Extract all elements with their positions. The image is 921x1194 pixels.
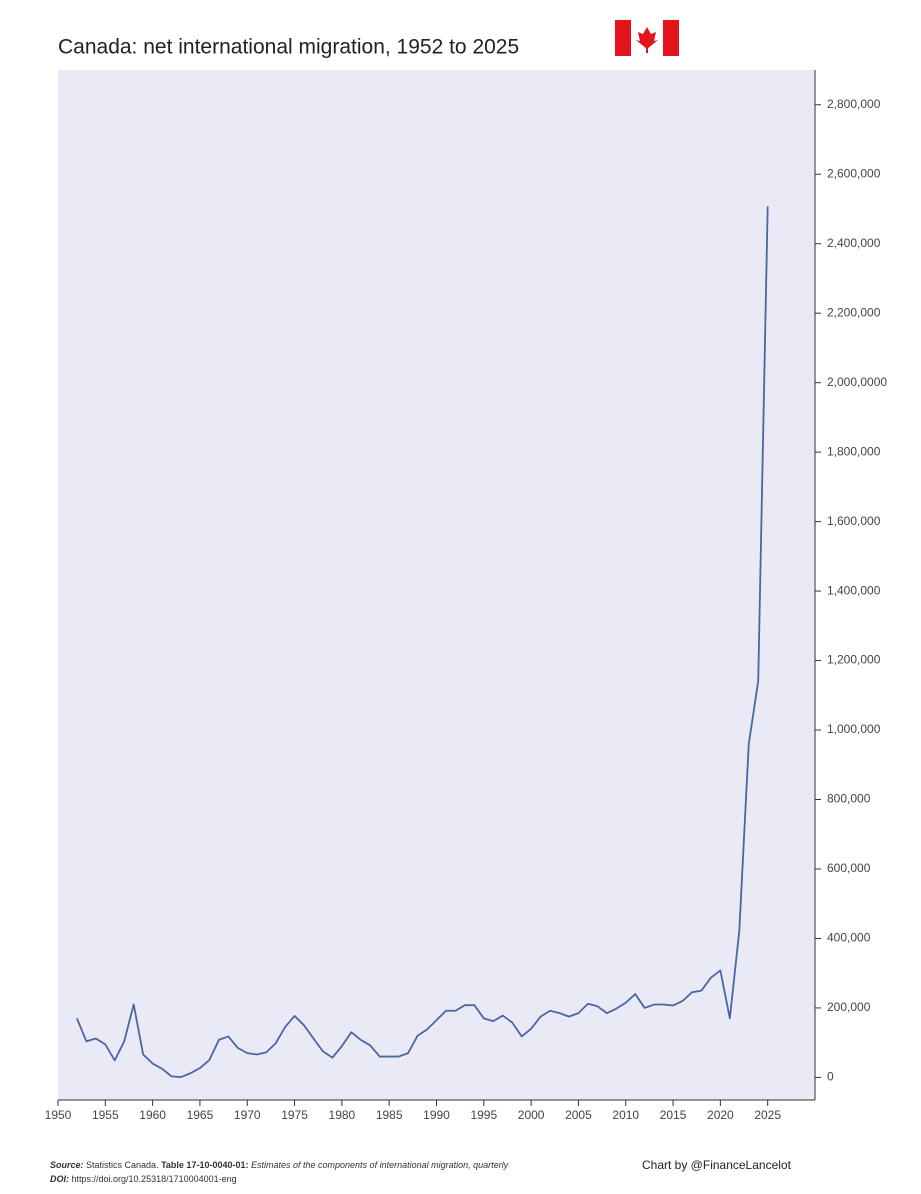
y-tick-label: 600,000 (827, 861, 871, 875)
source-org: Statistics Canada. (86, 1160, 159, 1170)
x-tick-label: 1985 (376, 1108, 403, 1122)
doi-link: https://doi.org/10.25318/1710004001-eng (72, 1174, 237, 1184)
y-tick-label: 2,200,000 (827, 305, 881, 319)
doi-label: DOI: (50, 1174, 69, 1184)
x-tick-label: 1975 (281, 1108, 308, 1122)
y-tick-label: 1,000,000 (827, 722, 881, 736)
x-tick-label: 1970 (234, 1108, 261, 1122)
y-tick-label: 2,400,000 (827, 236, 881, 250)
credit: Chart by @FinanceLancelot (642, 1158, 792, 1172)
y-tick-label: 800,000 (827, 792, 871, 806)
y-tick-label: 1,600,000 (827, 514, 881, 528)
plot-area (58, 70, 815, 1100)
flag (615, 20, 679, 56)
y-tick-label: 0 (827, 1070, 834, 1084)
y-tick-label: 2,600,000 (827, 166, 881, 180)
source: Source: Statistics Canada. Table 17-10-0… (50, 1160, 509, 1170)
x-tick-label: 1955 (92, 1108, 119, 1122)
x-tick-label: 1995 (470, 1108, 497, 1122)
source-table: Table 17-10-0040-01: (161, 1160, 248, 1170)
x-tick-label: 2015 (660, 1108, 687, 1122)
doi: DOI: https://doi.org/10.25318/1710004001… (50, 1174, 237, 1184)
y-tick-label: 1,800,000 (827, 444, 881, 458)
x-tick-label: 2010 (612, 1108, 639, 1122)
y-tick-label: 1,400,000 (827, 583, 881, 597)
x-tick-label: 1980 (329, 1108, 356, 1122)
chart-title: Canada: net international migration, 195… (58, 36, 519, 59)
line-series (76, 206, 769, 1078)
y-tick-label: 1,200,000 (827, 653, 881, 667)
source-label: Source: (50, 1160, 84, 1170)
x-tick-label: 2000 (518, 1108, 545, 1122)
y-tick-label: 2,000,0000 (827, 375, 887, 389)
y-tick-label: 400,000 (827, 931, 871, 945)
x-tick-label: 2025 (754, 1108, 781, 1122)
source-desc: Estimates of the components of internati… (251, 1160, 509, 1170)
x-tick-label: 2020 (707, 1108, 734, 1122)
x-tick-label: 2005 (565, 1108, 592, 1122)
x-tick-label: 1990 (423, 1108, 450, 1122)
x-tick-label: 1960 (139, 1108, 166, 1122)
y-tick-label: 2,800,000 (827, 97, 881, 111)
x-tick-label: 1965 (187, 1108, 214, 1122)
y-tick-label: 200,000 (827, 1000, 871, 1014)
x-tick-label: 1950 (45, 1108, 72, 1122)
